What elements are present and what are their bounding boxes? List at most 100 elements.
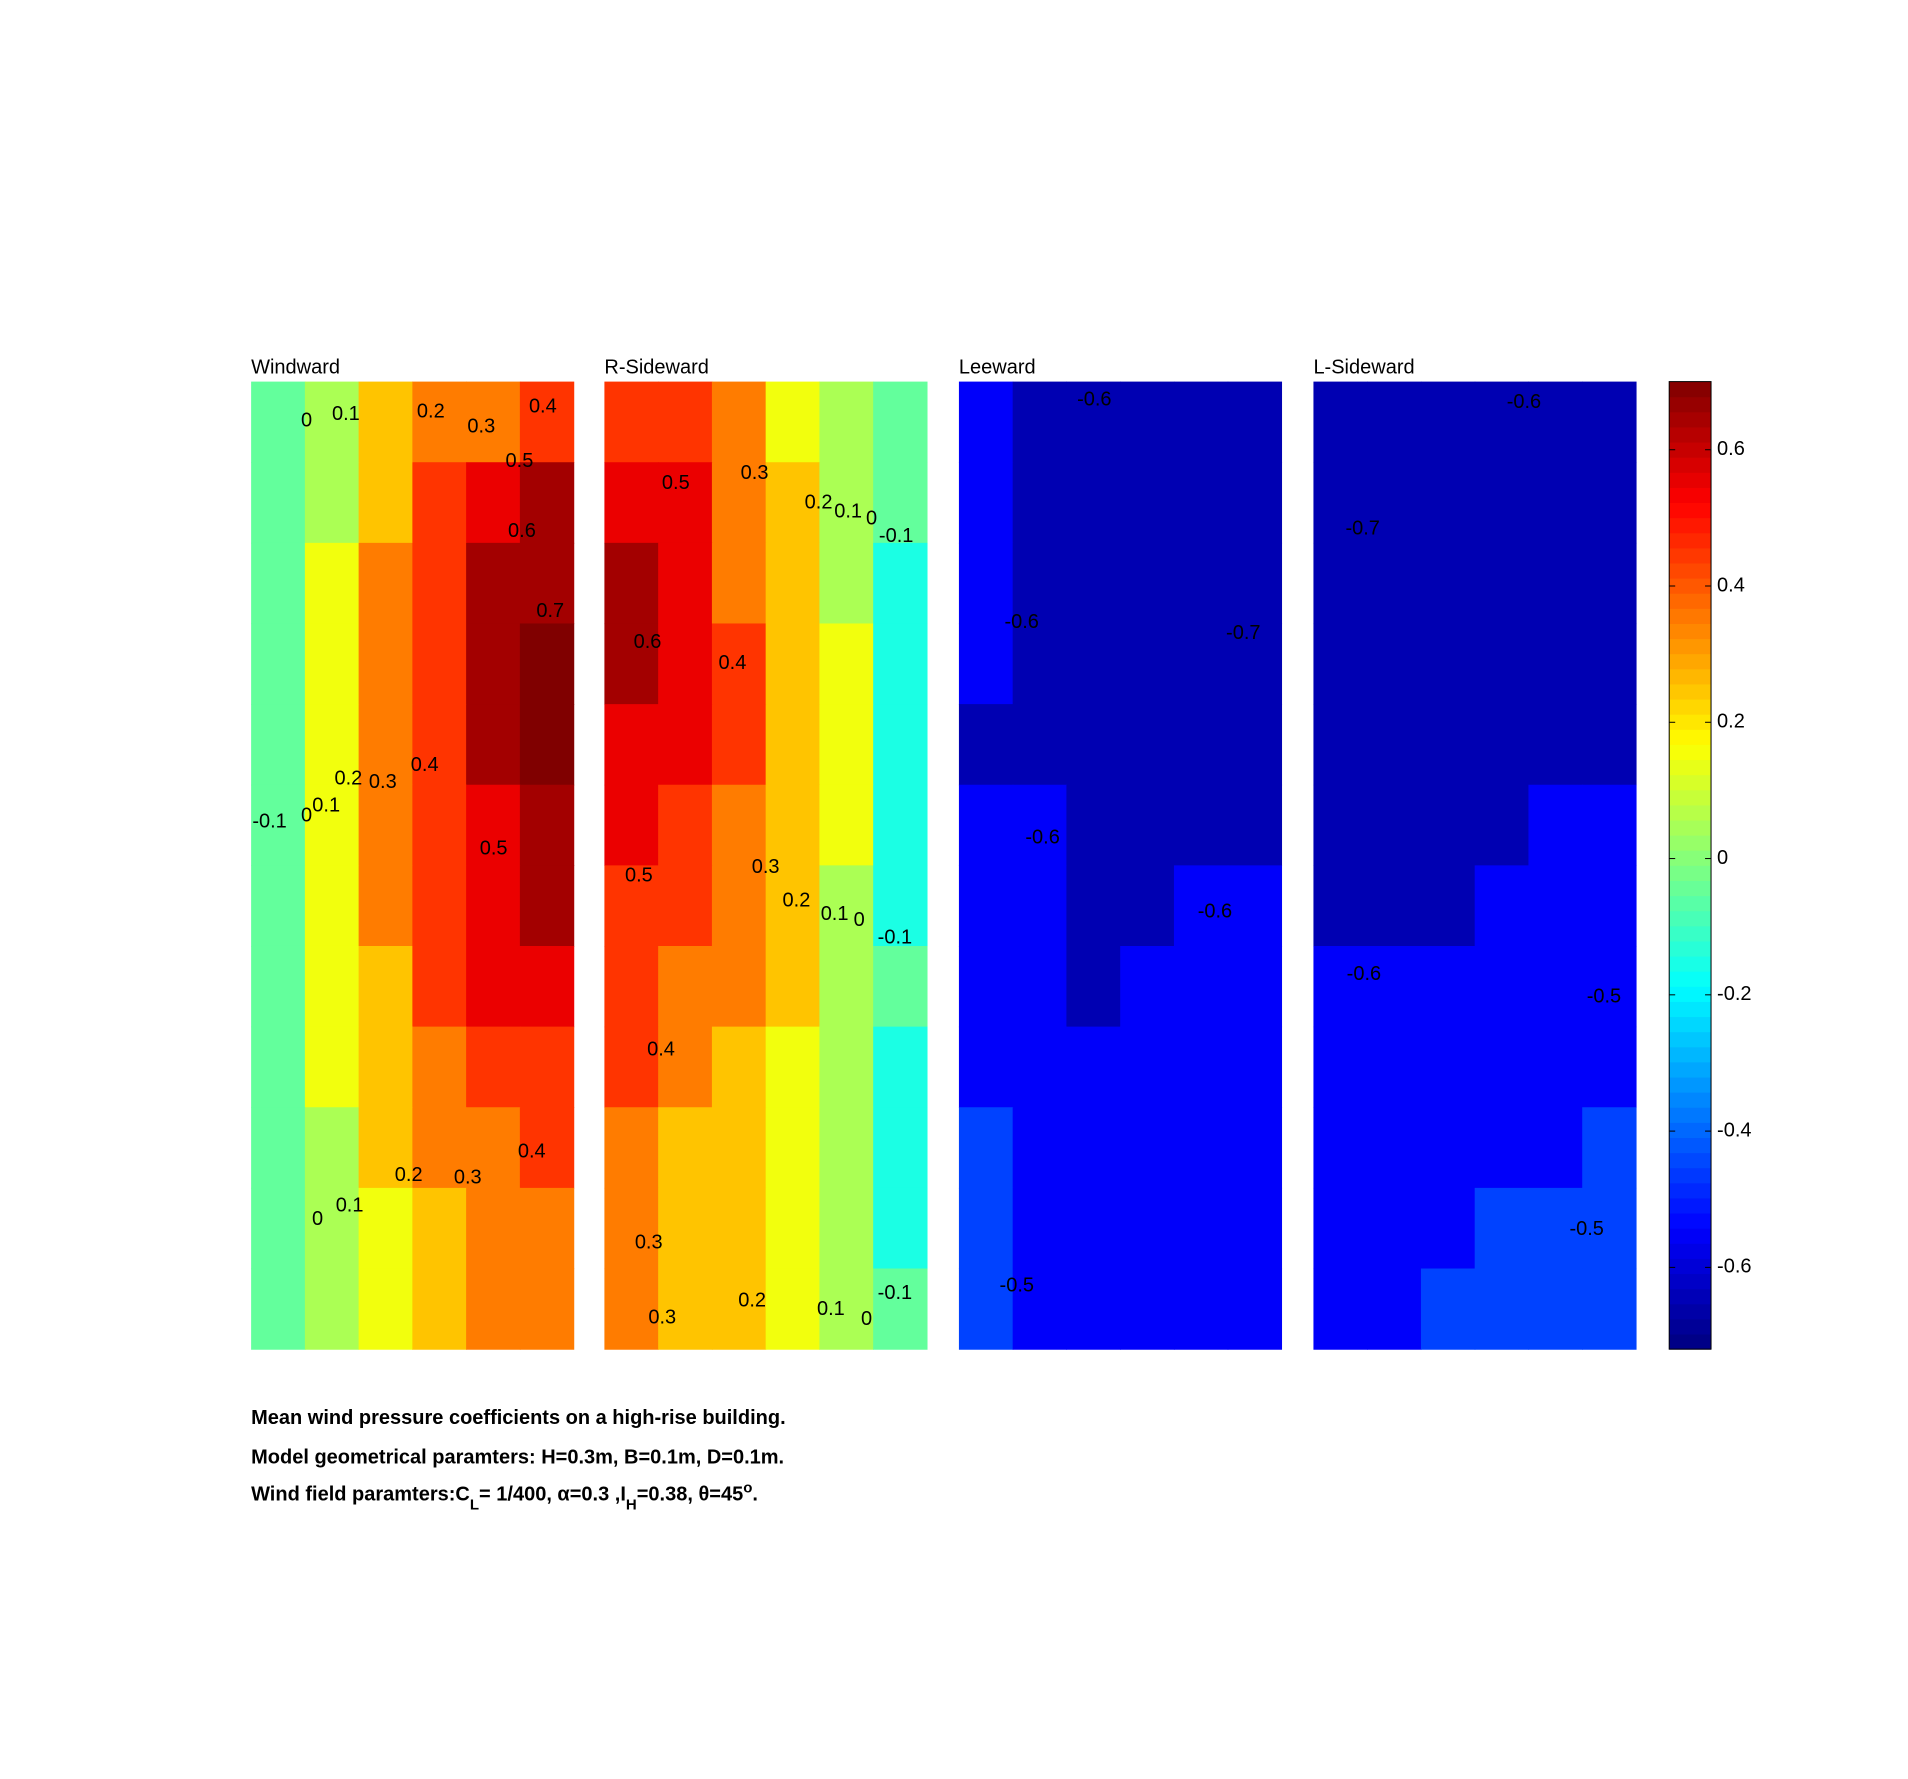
contour-cell: [765, 623, 821, 705]
colorbar-swatch: [1669, 608, 1712, 624]
contour-cell: [873, 1187, 928, 1270]
contour-cell: [1313, 1268, 1368, 1350]
contour-label: 0.5: [662, 472, 690, 494]
contour-cell: [658, 945, 713, 1028]
contour-cell: [412, 784, 467, 866]
contour-cell: [1420, 1187, 1476, 1270]
contour-label: 0.7: [536, 600, 564, 622]
contour-label: 0.4: [411, 754, 439, 776]
contour-cell: [1313, 945, 1368, 1028]
contour-cell: [1173, 381, 1229, 463]
contour-cell: [412, 1187, 467, 1270]
contour-cell: [1227, 704, 1283, 786]
contour-cell: [304, 542, 360, 625]
contour-cell: [519, 704, 575, 786]
contour-label: -0.6: [1507, 391, 1541, 413]
contour-cell: [1367, 1268, 1422, 1350]
contour-cell: [1120, 542, 1175, 625]
contour-cell: [604, 1187, 659, 1270]
colorbar-swatch: [1669, 1213, 1712, 1229]
colorbar-swatch: [1669, 759, 1712, 776]
contour-cell: [1012, 784, 1068, 866]
contour-cell: [819, 542, 874, 625]
contour-cell: [1313, 704, 1368, 786]
panel: Leeward -0.6 -0.6 -0.7 -0.6 -0.6 -0.5: [958, 357, 1283, 1350]
contour-cell: [1528, 462, 1583, 544]
colorbar-swatch: [1669, 729, 1712, 745]
colorbar-swatch: [1669, 986, 1712, 1002]
contour-cell: [1420, 1268, 1476, 1350]
contour-cell: [873, 462, 928, 544]
colorbar-swatch: [1669, 472, 1712, 488]
contour-cell: [765, 1026, 821, 1108]
contour-label: 0: [854, 909, 865, 931]
colorbar-swatch: [1669, 487, 1712, 504]
contour-cell: [1173, 784, 1229, 866]
caption-part: =0.38, θ=45: [637, 1484, 743, 1506]
colorbar-swatch: [1669, 1303, 1712, 1320]
caption-part: Wind field paramters:C: [251, 1484, 470, 1506]
contour-cell: [1367, 945, 1422, 1028]
contour-cell: [1367, 1187, 1422, 1270]
colorbar-frame: [1668, 381, 1712, 1350]
contour-cell: [251, 784, 306, 866]
contour-cell: [1367, 542, 1422, 625]
contour-cell: [958, 865, 1014, 947]
contour-label: -0.6: [1004, 611, 1038, 633]
contour-cell: [519, 1026, 575, 1108]
contour-cell: [1474, 1187, 1530, 1270]
contour-cell: [1528, 381, 1583, 463]
contour-cell: [1528, 784, 1583, 866]
contour-cell: [1420, 704, 1476, 786]
colorbar-swatch: [1669, 396, 1712, 413]
contour-label: 0.5: [506, 450, 534, 472]
contour-cell: [1120, 381, 1175, 463]
contour-label: 0.2: [395, 1164, 423, 1186]
contour-cell: [711, 1107, 767, 1189]
contour-cell: [819, 462, 874, 544]
panel-title: Windward: [251, 357, 340, 379]
contour-label: 0.1: [821, 903, 849, 925]
contour-label: 0.2: [738, 1289, 766, 1311]
contour-cell: [1313, 542, 1368, 625]
contour-cell: [873, 542, 928, 625]
colorbar-tick-label: 0.2: [1717, 711, 1745, 733]
contour-cell: [1367, 1107, 1422, 1189]
contour-cell: [304, 1026, 360, 1108]
contour-cell: [1066, 784, 1121, 866]
colorbar-swatch: [1669, 835, 1712, 851]
contour-cell: [466, 381, 521, 463]
contour-cell: [412, 1026, 467, 1108]
contour-cell: [251, 1107, 306, 1189]
contour-cell: [711, 1026, 767, 1108]
contour-cell: [1474, 462, 1530, 544]
contour-cell: [1227, 865, 1283, 947]
contour-cell: [466, 784, 521, 866]
contour-cell: [658, 623, 713, 705]
contour-cell: [1120, 784, 1175, 866]
contour-label: 0.1: [332, 403, 360, 425]
contour-cell: [1474, 945, 1530, 1028]
contour-cell: [519, 542, 575, 625]
contour-label: -0.6: [1077, 388, 1111, 410]
contour-cell: [1066, 704, 1121, 786]
contour-cell: [1313, 1187, 1368, 1270]
contour-cell: [819, 704, 874, 786]
contour-cell: [1474, 865, 1530, 947]
contour-cell: [519, 865, 575, 947]
contour-cell: [1474, 542, 1530, 625]
colorbar-swatch: [1669, 1258, 1712, 1275]
contour-cell: [1582, 381, 1637, 463]
contour-label: 0.1: [834, 500, 862, 522]
colorbar-swatch: [1669, 940, 1712, 957]
contour-cell: [958, 381, 1014, 463]
contour-cell: [1582, 784, 1637, 866]
colorbar-swatch: [1669, 925, 1712, 942]
contour-cell: [251, 1026, 306, 1108]
contour-cell: [658, 1026, 713, 1108]
contour-cell: [1367, 1026, 1422, 1108]
colorbar-swatch: [1669, 517, 1712, 534]
contour-cell: [819, 1268, 874, 1350]
